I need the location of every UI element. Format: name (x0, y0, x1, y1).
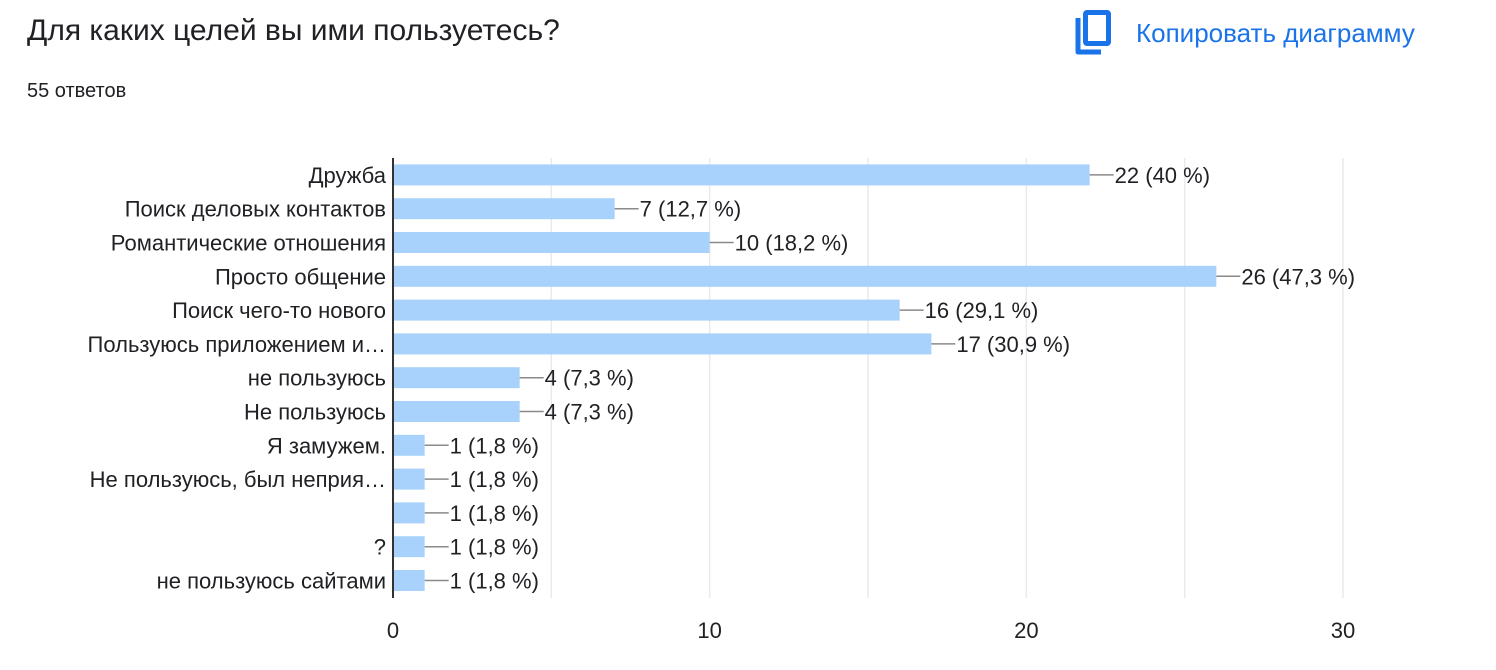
data-label: 17 (30,9 %) (956, 332, 1070, 357)
copy-chart-button[interactable]: Копировать диаграмму (1072, 10, 1415, 56)
bar (393, 333, 932, 355)
category-label: Просто общение (215, 264, 386, 289)
category-label: не пользуюсь (248, 366, 386, 391)
bar (393, 536, 425, 558)
bar (393, 265, 1217, 287)
category-label: Пользуюсь приложением и… (88, 332, 386, 357)
x-tick-label: 20 (1014, 618, 1038, 643)
bar (393, 401, 520, 422)
data-label: 1 (1,8 %) (450, 467, 539, 492)
bar (393, 434, 425, 456)
data-label: 10 (18,2 %) (735, 231, 849, 256)
bar (393, 367, 520, 389)
bar (393, 299, 900, 321)
data-label: 4 (7,3 %) (545, 400, 634, 425)
category-label: Не пользуюсь (244, 400, 386, 425)
data-label: 1 (1,8 %) (450, 535, 539, 560)
data-label: 4 (7,3 %) (545, 366, 634, 391)
category-label: Романтические отношения (111, 231, 386, 256)
category-label: Дружба (309, 163, 387, 188)
x-tick-label: 30 (1331, 618, 1355, 643)
bar (393, 468, 425, 490)
category-label: Я замужем. (267, 433, 386, 458)
bar (393, 198, 615, 220)
data-label: 16 (29,1 %) (925, 298, 1039, 323)
chart-title: Для каких целей вы ими пользуетесь? (27, 14, 560, 47)
category-label: ? (374, 535, 386, 560)
data-label: 1 (1,8 %) (450, 569, 539, 594)
bar (393, 164, 1090, 186)
bar (393, 570, 425, 591)
bar (393, 232, 710, 253)
category-label: Поиск деловых контактов (125, 197, 386, 222)
category-label: Не пользуюсь, был неприя… (90, 467, 386, 492)
copy-chart-label: Копировать диаграмму (1136, 17, 1415, 48)
category-label: Поиск чего-то нового (172, 298, 386, 323)
data-label: 26 (47,3 %) (1241, 264, 1355, 289)
data-label: 1 (1,8 %) (450, 501, 539, 526)
data-label: 7 (12,7 %) (640, 197, 742, 222)
data-label: 22 (40 %) (1115, 163, 1210, 188)
x-tick-label: 0 (387, 618, 399, 643)
copy-icon (1072, 10, 1112, 56)
x-tick-label: 10 (697, 618, 721, 643)
bar (393, 502, 425, 524)
data-label: 1 (1,8 %) (450, 433, 539, 458)
response-count: 55 ответов (27, 80, 127, 102)
category-label: не пользуюсь сайтами (157, 569, 386, 594)
